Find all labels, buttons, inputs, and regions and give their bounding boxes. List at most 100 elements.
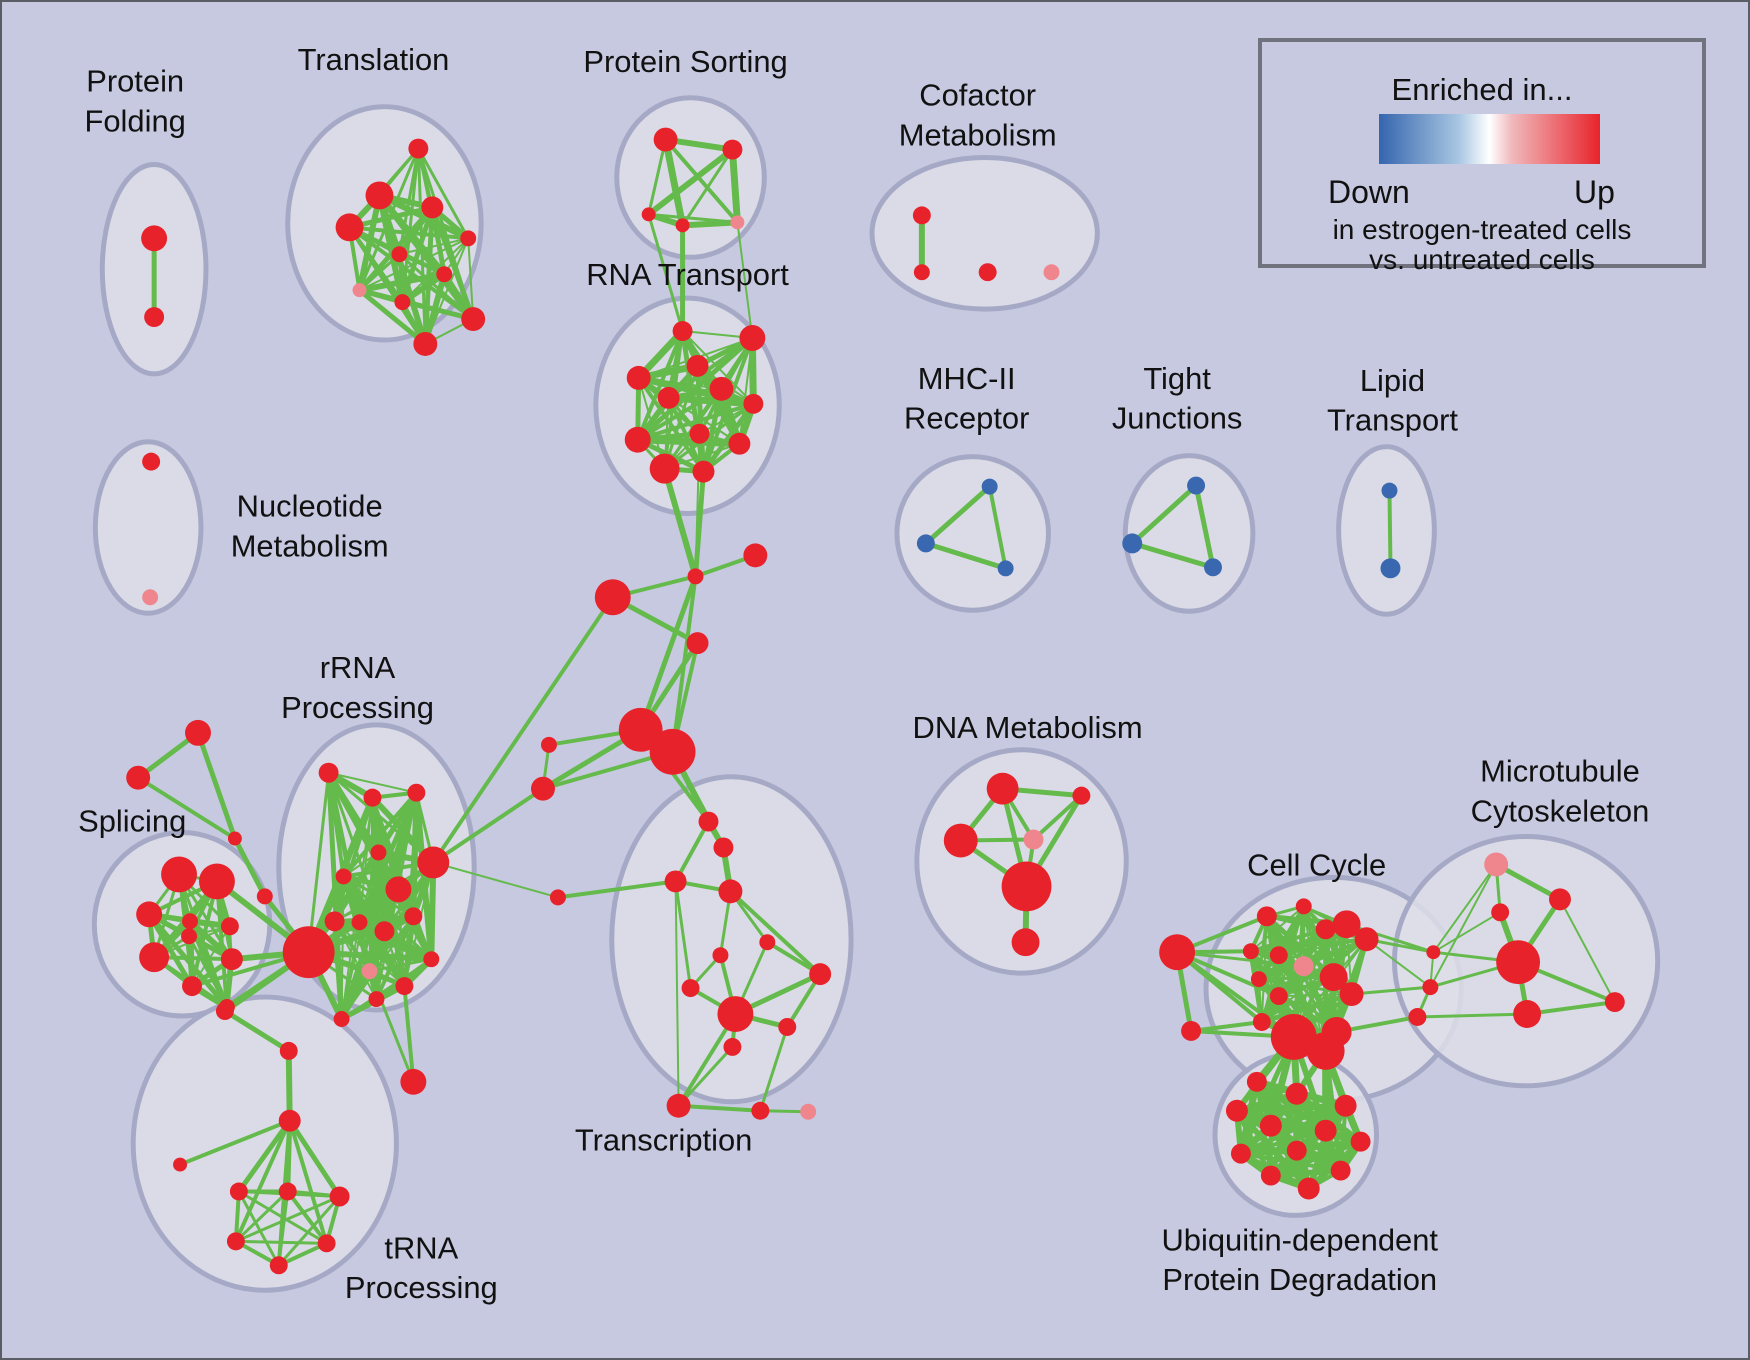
transcription-node <box>800 1103 817 1120</box>
trna-processing-edge <box>234 1194 342 1243</box>
inter-cluster-edge <box>694 432 701 578</box>
trna-processing-ellipse <box>130 994 399 1293</box>
cofactor-metabolism-node <box>913 264 930 281</box>
rrna-processing-node <box>370 844 387 861</box>
rrna-processing-node <box>282 926 335 979</box>
translation-node <box>408 138 429 159</box>
ubiquitin-degradation-node <box>1225 1099 1248 1122</box>
microtubule-cytoskeleton-node <box>1604 992 1625 1013</box>
connector-nodes-node <box>687 568 704 585</box>
cell-cycle-label: Cell Cycle <box>1247 847 1386 882</box>
ubiquitin-degradation-node <box>1334 1094 1357 1117</box>
rrna-processing-edge <box>397 888 406 988</box>
nucleotide-metabolism-node <box>142 589 159 606</box>
connector-nodes-node <box>618 707 663 752</box>
cell-cycle-node <box>1332 910 1361 939</box>
cell-cycle-edge <box>1277 993 1353 998</box>
rrna-processing-node <box>374 921 395 942</box>
translation-edge <box>347 204 435 230</box>
protein-sorting-edge <box>662 136 687 229</box>
splicing-outliers-edge <box>195 730 238 842</box>
inter-cluster-edge <box>232 836 268 899</box>
protein-folding-label: Protein <box>86 64 184 99</box>
inter-cluster-edge <box>638 573 699 733</box>
cofactor-metabolism-node <box>1043 264 1060 281</box>
rna-transport-node <box>689 423 710 444</box>
cell-cycle-node <box>1252 1013 1271 1031</box>
rna-transport-edge <box>738 337 754 445</box>
translation-node <box>461 307 486 332</box>
ubiquitin-degradation-label: Ubiquitin-dependent <box>1161 1222 1438 1257</box>
translation-label: Translation <box>298 42 450 77</box>
transcription-node <box>759 934 776 951</box>
nucleotide-metabolism-ellipse <box>92 439 204 616</box>
transcription-node <box>778 1018 797 1036</box>
microtubule-cytoskeleton-edge <box>1432 863 1498 954</box>
cell-cycle-node <box>1293 956 1314 977</box>
protein-sorting-node <box>641 207 656 222</box>
rrna-processing-edge <box>340 970 371 1020</box>
ubiquitin-degradation-node <box>1350 1131 1371 1152</box>
dna-metabolism-node <box>1011 928 1040 957</box>
translation-edge <box>397 252 475 321</box>
trna-processing-label: tRNA <box>384 1230 458 1265</box>
inter-cluster-edge <box>402 984 416 1084</box>
inter-cluster-edge <box>1189 1019 1264 1033</box>
lipid-transport-edge <box>1387 488 1393 571</box>
transcription-node <box>712 947 729 964</box>
cell-cycle-node <box>1270 1014 1317 1060</box>
protein-sorting-ellipse <box>614 95 767 260</box>
rrna-processing-node <box>351 914 368 931</box>
transcription-edge <box>677 1045 734 1108</box>
rna-transport-edge <box>665 394 757 408</box>
trna-processing-node <box>278 1109 301 1132</box>
cell-cycle-node <box>1256 906 1277 927</box>
transcription-edge <box>674 879 693 990</box>
ubiquitin-degradation-node <box>1286 1140 1307 1161</box>
protein-sorting-node <box>675 218 690 233</box>
transcription-node <box>751 1101 770 1120</box>
inter-cluster-edge <box>1323 1048 1344 1174</box>
cofactor-metabolism-label: Cofactor <box>919 78 1036 113</box>
cell-cycle-node <box>1269 946 1288 965</box>
inter-cluster-edge <box>1350 985 1432 996</box>
connector-nodes-node <box>1181 1020 1202 1041</box>
trna-processing-edge <box>222 1008 292 1054</box>
legend-box: Enriched in... Down Up in estrogen-treat… <box>1258 38 1706 275</box>
microtubule-cytoskeleton-edge <box>1429 863 1498 989</box>
splicing-edge <box>191 925 231 988</box>
rna-transport-node <box>728 432 751 455</box>
trna-processing-edge <box>236 1118 293 1194</box>
tight-junctions-edge <box>1129 540 1216 570</box>
rrna-processing-edge <box>332 919 372 974</box>
ubiquitin-degradation-node <box>1230 1143 1251 1164</box>
inter-cluster-edge <box>431 786 545 865</box>
microtubule-cytoskeleton-label: Cytoskeleton <box>1471 794 1650 829</box>
trna-processing-edge <box>237 1189 281 1267</box>
connector-nodes-node <box>256 888 273 905</box>
protein-sorting-node <box>722 139 743 160</box>
tight-junctions-node <box>1204 558 1222 577</box>
splicing-node <box>220 917 239 936</box>
ubiquitin-degradation-node <box>1246 1071 1267 1092</box>
translation-node <box>365 181 394 210</box>
cofactor-metabolism-node <box>912 206 931 225</box>
translation-node <box>352 283 367 298</box>
inter-cluster-edge <box>661 465 699 580</box>
transcription-edge <box>674 880 680 1107</box>
trna-processing-edge <box>237 1189 329 1245</box>
cell-cycle-edge <box>1277 938 1368 957</box>
trna-processing-edge <box>233 1118 292 1244</box>
trna-processing-node <box>229 1182 248 1201</box>
ubiquitin-degradation-edge <box>1267 1167 1344 1179</box>
trna-processing-node <box>269 1256 288 1275</box>
ubiquitin-degradation-node <box>1314 1119 1337 1142</box>
lipid-transport-node <box>1380 558 1401 579</box>
cell-cycle-node <box>1306 1031 1345 1070</box>
transcription-node <box>666 1093 691 1118</box>
connector-nodes-node <box>1159 934 1196 971</box>
translation-edge <box>347 225 471 241</box>
protein-sorting-edge <box>647 138 668 216</box>
